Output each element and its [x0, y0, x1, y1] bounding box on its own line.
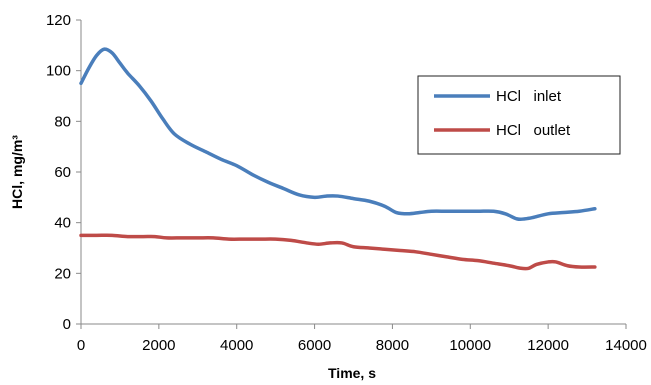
y-tick-label: 0: [63, 316, 71, 333]
x-axis-title: Time, s: [328, 365, 376, 381]
x-tick-label: 10000: [449, 337, 491, 354]
y-tick-label: 40: [54, 215, 71, 232]
y-tick-label: 80: [54, 113, 71, 130]
x-tick-label: 0: [77, 337, 85, 354]
x-tick-label: 14000: [605, 337, 647, 354]
y-tick-label: 100: [46, 63, 71, 80]
y-tick-label: 60: [54, 164, 71, 181]
legend-label: HCl inlet: [496, 88, 562, 105]
y-tick-label: 120: [46, 12, 71, 29]
x-tick-label: 2000: [142, 337, 175, 354]
y-tick-label: 20: [54, 265, 71, 282]
axes: 0 20 40 60 80 100 120 0 2000 4000 6000 8000 10000 120…: [46, 12, 647, 354]
legend: HCl inlet HCl outlet: [418, 76, 620, 154]
x-tick-label: 6000: [298, 337, 331, 354]
series-line-1: [81, 235, 595, 268]
legend-label: HCl outlet: [496, 122, 571, 139]
x-tick-label: 8000: [376, 337, 409, 354]
x-tick-label: 4000: [220, 337, 253, 354]
x-tick-label: 12000: [527, 337, 569, 354]
y-axis-title: HCl, mg/m³: [9, 135, 25, 209]
